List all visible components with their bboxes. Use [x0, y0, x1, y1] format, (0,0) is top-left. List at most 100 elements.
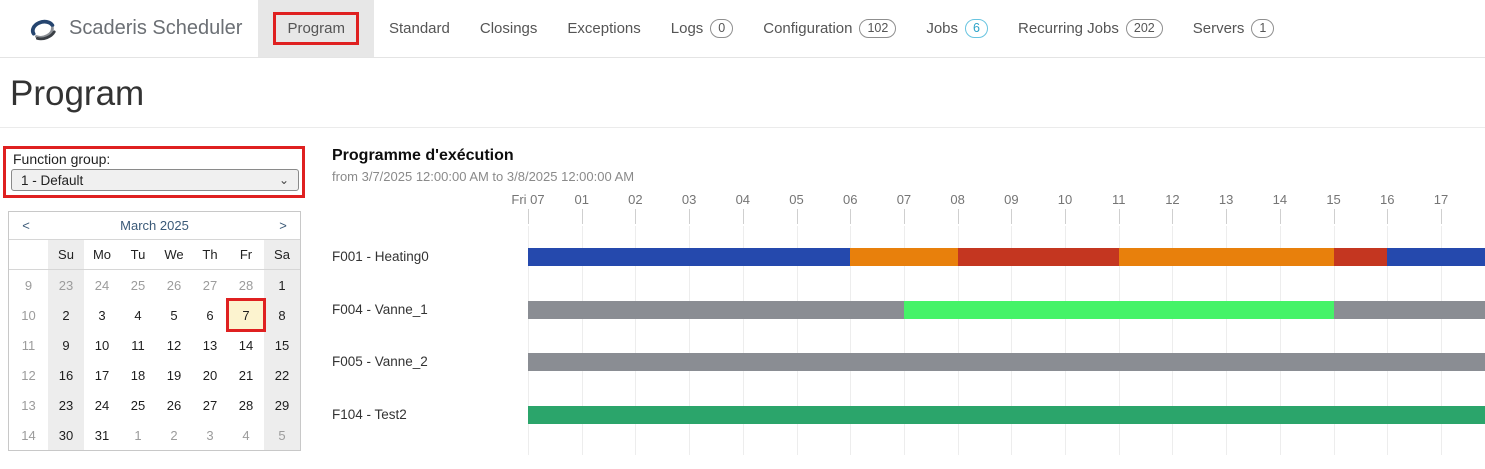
nav-item-label: Jobs [926, 20, 959, 37]
grid-line [1065, 226, 1067, 455]
count-badge: 202 [1125, 19, 1163, 38]
calendar-day[interactable]: 16 [48, 360, 84, 390]
gantt-title: Programme d'exécution [332, 147, 514, 164]
calendar-day[interactable]: 28 [238, 277, 254, 293]
calendar-day[interactable]: 26 [166, 397, 182, 413]
week-number: 10 [21, 307, 36, 323]
calendar-day[interactable]: 25 [130, 277, 146, 293]
axis-tick-label: 10 [1057, 192, 1073, 207]
calendar-day[interactable]: 26 [166, 277, 182, 293]
calendar-day[interactable]: 2 [48, 300, 84, 330]
day-header-tu: Tu [130, 247, 146, 262]
calendar-day[interactable]: 27 [202, 277, 218, 293]
axis-tick-label: 02 [628, 192, 643, 207]
nav-item-closings[interactable]: Closings [465, 0, 553, 57]
calendar-day[interactable]: 21 [238, 367, 254, 383]
gantt-bar-segment[interactable] [850, 248, 958, 266]
calendar-day[interactable]: 25 [130, 397, 146, 413]
gantt-bar-segment[interactable] [1118, 248, 1334, 266]
chevron-down-icon: ⌄ [278, 173, 289, 187]
nav-item-label: Recurring Jobs [1017, 20, 1119, 37]
calendar-day[interactable]: 3 [98, 307, 106, 323]
calendar-day[interactable]: 9 [48, 330, 84, 360]
calendar-day[interactable]: 22 [264, 360, 300, 390]
calendar-header: < March 2025 > [9, 212, 300, 240]
calendar-day[interactable]: 8 [264, 300, 300, 330]
calendar-prev-button[interactable]: < [9, 217, 43, 234]
axis-tick-label: 16 [1380, 192, 1395, 207]
gantt-bar-segment[interactable] [528, 300, 904, 319]
nav-item-label: Logs [670, 20, 704, 37]
nav-item-logs[interactable]: Logs 0 [656, 0, 748, 57]
calendar-day[interactable]: 15 [264, 330, 300, 360]
grid-line [957, 226, 959, 455]
calendar-day[interactable]: 24 [94, 397, 110, 413]
calendar-day[interactable]: 17 [94, 367, 110, 383]
nav-item-recurring-jobs[interactable]: Recurring Jobs 202 [1003, 0, 1178, 57]
axis-tick-mark [1011, 209, 1013, 224]
gantt-bar-segment[interactable] [903, 300, 1334, 319]
calendar-day[interactable]: 28 [238, 397, 254, 413]
calendar-day[interactable]: 29 [264, 390, 300, 420]
calendar-day[interactable]: 20 [202, 367, 218, 383]
calendar-next-button[interactable]: > [266, 217, 300, 234]
nav-item-configuration[interactable]: Configuration 102 [748, 0, 911, 57]
gantt-bar-segment[interactable] [528, 353, 1485, 372]
calendar-day[interactable]: 10 [94, 337, 110, 353]
function-group-selected-value: 1 - Default [21, 172, 84, 188]
calendar-day-selected[interactable]: 7 [226, 298, 266, 332]
calendar-day[interactable]: 19 [166, 367, 182, 383]
week-number: 12 [21, 367, 36, 383]
calendar-day[interactable]: 12 [166, 337, 182, 353]
calendar-day[interactable]: 4 [242, 427, 250, 443]
gantt-row-label: F004 - Vanne_1 [332, 301, 428, 317]
calendar-day[interactable]: 14 [238, 337, 254, 353]
gantt-bar-segment[interactable] [1333, 248, 1388, 266]
nav-item-exceptions[interactable]: Exceptions [552, 0, 655, 57]
calendar-day[interactable]: 2 [170, 427, 178, 443]
calendar-day[interactable]: 5 [170, 307, 178, 323]
gantt-bar-segment[interactable] [1333, 300, 1485, 319]
axis-tick-mark [742, 209, 744, 224]
axis-tick-mark [1118, 209, 1120, 224]
count-badge: 6 [965, 19, 988, 38]
calendar-day[interactable]: 30 [48, 420, 84, 450]
calendar-day[interactable]: 18 [130, 367, 146, 383]
calendar-day[interactable]: 13 [202, 337, 218, 353]
axis-tick-mark [850, 209, 852, 224]
axis-tick-label: 14 [1272, 192, 1288, 207]
axis-tick-label: 17 [1433, 192, 1449, 207]
brand: Scaderis Scheduler [0, 0, 242, 57]
calendar-day[interactable]: 1 [134, 427, 142, 443]
axis-tick-mark [1065, 209, 1067, 224]
calendar-day[interactable]: 27 [202, 397, 218, 413]
gantt-bar-segment[interactable] [1387, 248, 1485, 266]
axis-tick-mark [1279, 209, 1281, 224]
calendar-day[interactable]: 24 [94, 277, 110, 293]
calendar-day[interactable]: 3 [206, 427, 214, 443]
function-group-select[interactable]: 1 - Default ⌄ [11, 169, 299, 191]
gantt-bar-segment[interactable] [957, 248, 1119, 266]
calendar-day[interactable]: 4 [134, 307, 142, 323]
gantt-bar-segment[interactable] [528, 406, 1485, 425]
nav-item-jobs[interactable]: Jobs 6 [911, 0, 1003, 57]
nav-item-program[interactable]: Program [258, 0, 374, 57]
axis-tick-label: 06 [842, 192, 858, 207]
calendar-day[interactable]: 1 [264, 270, 300, 300]
calendar-day[interactable]: 6 [206, 307, 214, 323]
nav-item-servers[interactable]: Servers 1 [1178, 0, 1290, 57]
gantt-subtitle: from 3/7/2025 12:00:00 AM to 3/8/2025 12… [332, 169, 635, 184]
nav-item-label: Closings [479, 20, 538, 37]
calendar-month-label[interactable]: March 2025 [120, 218, 189, 233]
gantt-bar-segment[interactable] [528, 248, 851, 266]
nav-item-label: Standard [388, 20, 450, 37]
app-logo-icon [30, 19, 56, 40]
calendar-day[interactable]: 5 [264, 420, 300, 450]
calendar-day[interactable]: 23 [48, 270, 84, 300]
calendar-day[interactable]: 23 [48, 390, 84, 420]
nav-item-standard[interactable]: Standard [374, 0, 465, 57]
calendar-day[interactable]: 11 [131, 337, 145, 353]
calendar-grid: 9 23 24 25 26 27 28 1 10 2 3 4 5 6 7 8 11 9 10 11 12 13 14 15 12… [9, 270, 300, 450]
nav-item-label: Exceptions [567, 20, 641, 37]
calendar-day[interactable]: 31 [94, 427, 110, 443]
